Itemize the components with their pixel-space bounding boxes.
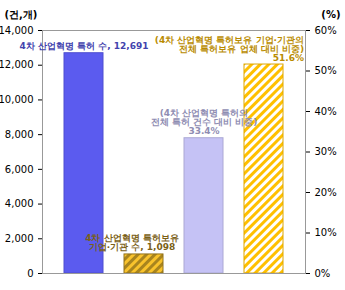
svg-text:0: 0: [27, 268, 33, 279]
svg-text:(4차 산업혁명 특허보유 기업·기관의전체 특허보유 업체: (4차 산업혁명 특허보유 기업·기관의전체 특허보유 업체 대비 비중)51.…: [155, 35, 304, 63]
svg-text:4차 산업혁명 특허 수, 12,691: 4차 산업혁명 특허 수, 12,691: [20, 41, 149, 51]
svg-text:0%: 0%: [315, 268, 331, 279]
svg-text:(%): (%): [321, 9, 340, 20]
svg-text:12,000: 12,000: [0, 59, 34, 70]
svg-text:10,000: 10,000: [0, 94, 34, 105]
svg-text:8,000: 8,000: [5, 129, 34, 140]
svg-text:10%: 10%: [315, 227, 337, 238]
svg-text:50%: 50%: [315, 65, 337, 76]
svg-text:2,000: 2,000: [5, 233, 34, 244]
svg-text:40%: 40%: [315, 106, 337, 117]
svg-text:20%: 20%: [315, 187, 337, 198]
svg-text:14,000: 14,000: [0, 25, 34, 36]
svg-text:6,000: 6,000: [5, 164, 34, 175]
svg-text:(4차 산업혁명 특허의전체 특허 건수 대비 비중)33.: (4차 산업혁명 특허의전체 특허 건수 대비 비중)33.4%: [151, 108, 258, 136]
svg-text:4차 산업혁명 특허보유기업·기관 수, 1,098: 4차 산업혁명 특허보유기업·기관 수, 1,098: [85, 233, 179, 252]
svg-text:4,000: 4,000: [5, 198, 34, 209]
svg-text:60%: 60%: [315, 25, 337, 36]
svg-text:(건,개): (건,개): [5, 9, 38, 20]
svg-text:30%: 30%: [315, 146, 337, 157]
